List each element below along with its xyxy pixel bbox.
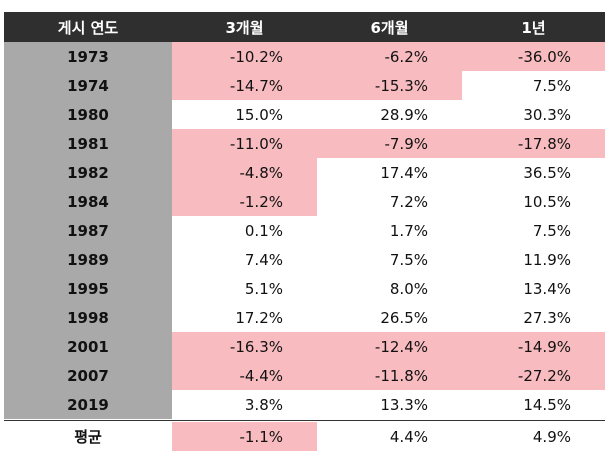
table-row: 2019 3.8% 13.3% 14.5% <box>4 390 605 419</box>
year-cell: 1989 <box>4 245 172 274</box>
value-cell-m3: -16.3% <box>172 332 317 361</box>
value-cell-m6: 13.3% <box>380 395 428 414</box>
table-body: 1973 -10.2% -6.2% -36.0% 1974 -14.7% -15.3% 7.5… <box>4 42 605 419</box>
value-cell-y1: 13.4% <box>523 279 571 298</box>
value-cell-y1: 36.5% <box>523 163 571 182</box>
average-label: 평균 <box>4 422 172 451</box>
table-row: 1989 7.4% 7.5% 11.9% <box>4 245 605 274</box>
table-row: 1973 -10.2% -6.2% -36.0% <box>4 42 605 71</box>
year-cell: 2007 <box>4 361 172 390</box>
table-row: 1982 -4.8% 17.4% 36.5% <box>4 158 605 187</box>
value-cell-m3: -4.4% <box>172 361 317 390</box>
value-cell-m6: -11.8% <box>317 361 462 390</box>
table-row: 1974 -14.7% -15.3% 7.5% <box>4 71 605 100</box>
value-cell-y1: -36.0% <box>462 42 605 71</box>
value-cell-m6: -7.9% <box>317 129 462 158</box>
value-cell-y1: 27.3% <box>523 308 571 327</box>
year-cell: 2001 <box>4 332 172 361</box>
table-row: 2007 -4.4% -11.8% -27.2% <box>4 361 605 390</box>
value-cell-m3: -10.2% <box>172 42 317 71</box>
year-cell: 1973 <box>4 42 172 71</box>
average-row: 평균 -1.1% 4.4% 4.9% <box>4 422 605 451</box>
header-6-month: 6개월 <box>370 18 409 37</box>
value-cell-m3: -4.8% <box>172 158 317 187</box>
average-3-month: -1.1% <box>172 422 317 451</box>
value-cell-m3: -14.7% <box>172 71 317 100</box>
value-cell-y1: 7.5% <box>532 76 571 95</box>
header-3-month: 3개월 <box>225 18 264 37</box>
header-year: 게시 연도 <box>57 18 119 37</box>
year-cell: 2019 <box>4 390 172 419</box>
value-cell-m6: 26.5% <box>380 308 428 327</box>
header-1-year: 1년 <box>521 18 546 37</box>
value-cell-y1: 11.9% <box>523 250 571 269</box>
average-1-year: 4.9% <box>532 427 571 446</box>
value-cell-y1: -27.2% <box>462 361 605 390</box>
value-cell-m6: 7.2% <box>389 192 428 211</box>
year-cell: 1980 <box>4 100 172 129</box>
table-row: 1998 17.2% 26.5% 27.3% <box>4 303 605 332</box>
value-cell-y1: 14.5% <box>523 395 571 414</box>
value-cell-m3: -1.2% <box>172 187 317 216</box>
table-row: 1984 -1.2% 7.2% 10.5% <box>4 187 605 216</box>
year-cell: 1995 <box>4 274 172 303</box>
value-cell-m3: 5.1% <box>244 279 283 298</box>
value-cell-m3: 7.4% <box>244 250 283 269</box>
value-cell-y1: 30.3% <box>523 105 571 124</box>
value-cell-y1: -17.8% <box>462 129 605 158</box>
value-cell-m3: 3.8% <box>244 395 283 414</box>
table-header-row: 게시 연도 3개월 6개월 1년 <box>4 12 605 42</box>
year-cell: 1981 <box>4 129 172 158</box>
table-row: 2001 -16.3% -12.4% -14.9% <box>4 332 605 361</box>
value-cell-m6: 8.0% <box>389 279 428 298</box>
value-cell-m3: 0.1% <box>244 221 283 240</box>
table-row: 1980 15.0% 28.9% 30.3% <box>4 100 605 129</box>
value-cell-y1: -14.9% <box>462 332 605 361</box>
value-cell-m6: -6.2% <box>317 42 462 71</box>
year-cell: 1998 <box>4 303 172 332</box>
average-6-month: 4.4% <box>389 427 428 446</box>
value-cell-m6: -12.4% <box>317 332 462 361</box>
returns-table: 게시 연도 3개월 6개월 1년 1973 -10.2% -6.2% -36.0% 19… <box>4 12 605 451</box>
value-cell-m3: 15.0% <box>235 105 283 124</box>
table-row: 1995 5.1% 8.0% 13.4% <box>4 274 605 303</box>
value-cell-m3: 17.2% <box>235 308 283 327</box>
value-cell-m3: -11.0% <box>172 129 317 158</box>
average-divider <box>4 420 605 422</box>
year-cell: 1984 <box>4 187 172 216</box>
value-cell-m6: -15.3% <box>317 71 462 100</box>
table-row: 1987 0.1% 1.7% 7.5% <box>4 216 605 245</box>
value-cell-m6: 28.9% <box>380 105 428 124</box>
year-cell: 1987 <box>4 216 172 245</box>
year-cell: 1982 <box>4 158 172 187</box>
table-row: 1981 -11.0% -7.9% -17.8% <box>4 129 605 158</box>
value-cell-m6: 1.7% <box>389 221 428 240</box>
value-cell-m6: 7.5% <box>389 250 428 269</box>
value-cell-y1: 10.5% <box>523 192 571 211</box>
year-cell: 1974 <box>4 71 172 100</box>
value-cell-m6: 17.4% <box>380 163 428 182</box>
value-cell-y1: 7.5% <box>532 221 571 240</box>
